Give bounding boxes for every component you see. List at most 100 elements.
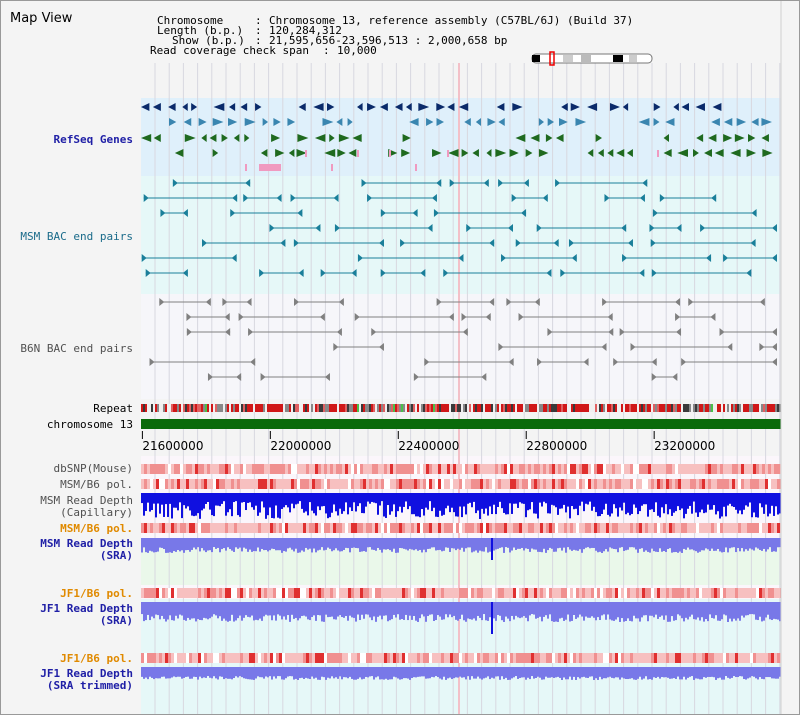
jf1-sra-depth-bar xyxy=(377,602,379,617)
repeat-segment xyxy=(437,404,439,412)
jf1-sra-depth-bar xyxy=(439,602,441,617)
jf1-b6-pol-segment xyxy=(477,588,480,598)
msm-capillary-depth-bar xyxy=(655,493,657,503)
track-label-msm-bac-end-pairs[interactable]: MSM BAC end pairs xyxy=(20,230,133,243)
msm-capillary-depth-bar xyxy=(677,493,679,507)
track-label-msm-b6-pol-2[interactable]: MSM/B6 pol. xyxy=(60,522,133,535)
msm-b6-pol2-segment xyxy=(204,523,207,533)
msm-sra-depth-bar xyxy=(247,538,249,552)
msm-b6-pol-segment xyxy=(339,479,342,489)
jf1-sra-depth-bar xyxy=(433,602,435,621)
msm-b6-pol2-segment xyxy=(231,523,234,533)
track-label-b6n-bac-end-pairs[interactable]: B6N BAC end pairs xyxy=(20,342,133,355)
msm-b6-pol2-segment xyxy=(594,523,597,533)
msm-capillary-depth-bar xyxy=(489,493,491,507)
jf1-sra-depth-bar xyxy=(177,602,179,619)
jf1-trimmed-depth-bar xyxy=(543,667,545,680)
repeat-segment xyxy=(273,404,275,412)
repeat-segment xyxy=(699,404,701,412)
msm-capillary-depth-bar xyxy=(591,493,593,511)
msm-sra-depth-bar xyxy=(365,538,367,552)
dbsnp-segment xyxy=(606,464,609,474)
track-label-jf1-depth-trimmed-1[interactable]: JF1 Read Depth xyxy=(40,667,133,680)
jf1-sra-depth-bar xyxy=(379,602,381,616)
jf1-sra-depth-bar xyxy=(595,602,597,621)
track-label-jf1-b6-pol-2[interactable]: JF1/B6 pol. xyxy=(60,652,133,665)
msm-b6-pol-segment xyxy=(294,479,297,489)
jf1-b6-pol2-segment xyxy=(693,653,696,663)
msm-capillary-depth-bar xyxy=(577,493,579,516)
jf1-sra-depth-bar xyxy=(649,602,651,616)
msm-capillary-depth-bar xyxy=(423,493,425,516)
repeat-segment xyxy=(341,404,343,412)
jf1-b6-pol-segment xyxy=(759,588,762,598)
msm-sra-depth-bar xyxy=(271,538,273,549)
gene-feature xyxy=(244,118,256,126)
jf1-b6-pol-segment xyxy=(675,588,678,598)
msm-sra-depth-bar xyxy=(259,538,261,552)
b6n-bac-pair-end xyxy=(772,328,777,336)
msm-sra-depth-bar xyxy=(637,538,639,553)
dbsnp-segment xyxy=(687,464,690,474)
jf1-b6-pol2-segment xyxy=(237,653,240,663)
msm-capillary-depth-bar xyxy=(355,493,357,512)
jf1-sra-depth-bar xyxy=(313,602,315,616)
msm-sra-depth-bar xyxy=(565,538,567,553)
jf1-b6-pol2-segment xyxy=(144,653,147,663)
msm-sra-depth-bar xyxy=(357,538,359,549)
msm-b6-pol2-segment xyxy=(726,523,729,533)
jf1-b6-pol2-segment xyxy=(534,653,537,663)
msm-b6-pol2-segment xyxy=(165,523,168,533)
msm-capillary-depth-bar xyxy=(587,493,589,505)
b6n-bac-pair-end xyxy=(534,298,540,306)
jf1-trimmed-depth-bar xyxy=(401,667,403,680)
msm-b6-pol2-segment xyxy=(327,523,330,533)
msm-sra-depth-bar xyxy=(469,538,471,548)
jf1-b6-pol2-segment xyxy=(477,653,480,663)
msm-b6-pol-segment xyxy=(735,479,738,489)
jf1-b6-pol-segment xyxy=(603,588,606,598)
msm-sra-depth-bar xyxy=(769,538,771,548)
msm-sra-depth-bar xyxy=(583,538,585,550)
jf1-trimmed-depth-bar xyxy=(575,667,577,680)
jf1-b6-pol-segment xyxy=(417,588,420,598)
dbsnp-segment xyxy=(573,464,576,474)
track-label-msm-depth-sra-1[interactable]: MSM Read Depth xyxy=(40,537,133,550)
msm-sra-depth-bar xyxy=(299,538,301,553)
gene-feature xyxy=(561,103,568,111)
track-label-msm-b6-pol-1[interactable]: MSM/B6 pol. xyxy=(60,478,133,491)
track-label-repeat[interactable]: Repeat xyxy=(93,402,133,415)
jf1-trimmed-depth-bar xyxy=(299,667,301,679)
msm-b6-pol2-segment xyxy=(435,523,438,533)
repeat-segment xyxy=(657,404,659,412)
jf1-trimmed-depth-bar xyxy=(167,667,169,679)
track-label-refseq-genes[interactable]: RefSeq Genes xyxy=(53,133,133,146)
jf1-trimmed-depth-bar xyxy=(189,667,191,679)
jf1-b6-pol-segment xyxy=(738,588,741,598)
msm-b6-pol-segment xyxy=(720,479,723,489)
repeat-segment xyxy=(145,404,147,412)
jf1-b6-pol-segment xyxy=(168,588,171,598)
track-label-msm-depth-capillary-1[interactable]: MSM Read Depth xyxy=(40,494,133,507)
track-label-jf1-b6-pol-1[interactable]: JF1/B6 pol. xyxy=(60,587,133,600)
msm-capillary-depth-bar xyxy=(283,493,285,508)
msm-capillary-depth-bar xyxy=(317,493,319,507)
msm-capillary-depth-bar xyxy=(687,493,689,509)
jf1-sra-depth-bar xyxy=(191,602,193,619)
dbsnp-segment xyxy=(186,464,189,474)
msm-capillary-depth-bar xyxy=(429,493,431,502)
jf1-trimmed-depth-bar xyxy=(593,667,595,680)
msm-b6-pol-segment xyxy=(465,479,468,489)
track-label-chromosome[interactable]: chromosome 13 xyxy=(46,418,133,431)
msm-capillary-depth-bar xyxy=(435,493,437,517)
msm-sra-depth-bar xyxy=(175,538,177,552)
jf1-trimmed-depth-bar xyxy=(561,667,563,680)
jf1-b6-pol-segment xyxy=(171,588,174,598)
msm-b6-pol-segment xyxy=(681,479,684,489)
track-label-dbsnp[interactable]: dbSNP(Mouse) xyxy=(53,462,133,475)
gene-feature xyxy=(255,103,262,111)
msm-sra-depth-bar xyxy=(267,538,269,552)
show-value: 21,595,656-23,596,513 : 2,000,658 bp xyxy=(269,34,508,47)
track-label-jf1-depth-sra-1[interactable]: JF1 Read Depth xyxy=(40,602,133,615)
